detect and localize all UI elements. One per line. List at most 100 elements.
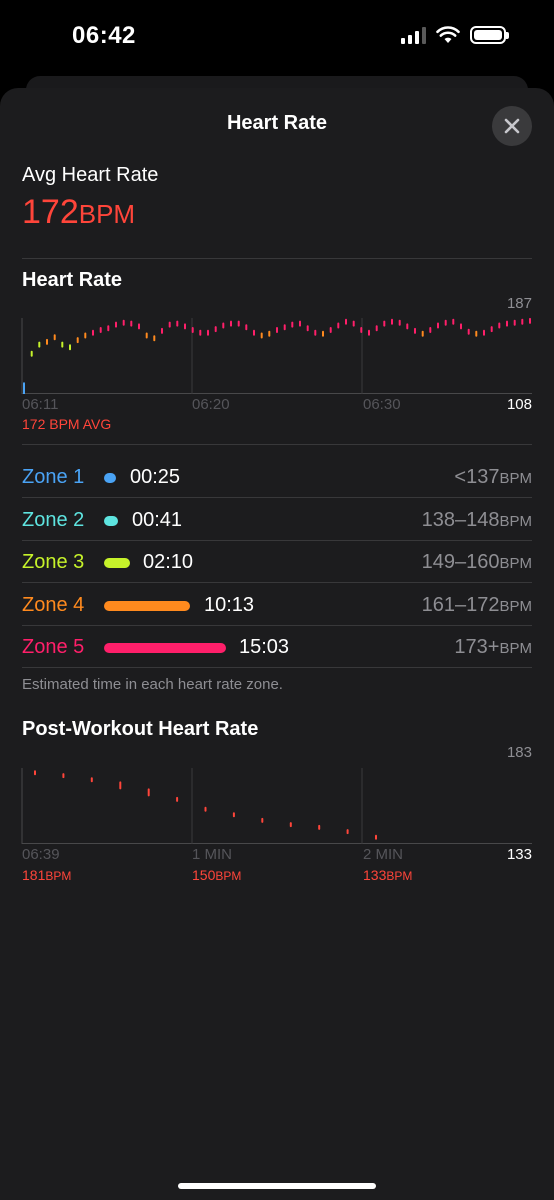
divider <box>22 444 532 445</box>
hr-x-label-2: 06:30 <box>363 396 401 413</box>
hr-data-point <box>230 320 232 327</box>
zone-name: Zone 1 <box>22 466 85 488</box>
hr-data-point <box>345 318 347 325</box>
zone-range: 161–172BPM <box>422 594 532 617</box>
close-icon <box>504 118 520 134</box>
hr-data-point <box>352 320 355 327</box>
pw-data-point <box>318 824 321 830</box>
zone-time: 15:03 <box>239 636 290 658</box>
pw-reading-0: 181BPM <box>22 867 71 883</box>
hr-data-point <box>490 326 493 333</box>
pw-data-point <box>346 829 349 835</box>
zone-range-value: 161–172 <box>421 594 500 616</box>
hr-data-point <box>506 320 508 327</box>
zone-name: Zone 2 <box>22 509 85 531</box>
battery-icon <box>470 26 509 44</box>
zone-range-value: 138–148 <box>421 509 500 531</box>
zone-row-2[interactable]: Zone 2 00:41 138–148BPM <box>22 499 532 541</box>
hr-data-point <box>268 330 271 337</box>
hr-data-point <box>276 327 278 333</box>
hr-data-point <box>115 321 117 328</box>
divider <box>22 258 532 259</box>
hr-data-point <box>337 322 340 329</box>
zone-row-3[interactable]: Zone 3 02:10 149–160BPM <box>22 541 532 583</box>
hr-data-point <box>145 332 148 339</box>
zone-time: 02:10 <box>143 551 194 573</box>
pw-reading-unit: BPM <box>215 869 242 883</box>
pw-data-point <box>375 834 377 840</box>
zone-bar <box>104 601 190 611</box>
hr-x-label-0: 06:11 <box>22 396 59 413</box>
hr-avg-label: 172 BPM AVG <box>22 416 112 432</box>
pw-data-point <box>204 806 207 812</box>
close-button[interactable] <box>492 106 532 146</box>
hr-data-point <box>398 319 401 326</box>
pw-reading-unit: BPM <box>45 869 72 883</box>
zone-bar <box>104 516 118 526</box>
hr-data-point <box>260 332 263 339</box>
hr-data-point <box>130 320 133 327</box>
home-indicator[interactable] <box>178 1183 376 1189</box>
zone-row-5[interactable]: Zone 5 15:03 173+BPM <box>22 626 532 668</box>
zone-name: Zone 5 <box>22 636 85 658</box>
pw-reading-2: 133BPM <box>363 867 412 883</box>
hr-data-point <box>414 327 416 334</box>
zone-bar <box>104 558 130 568</box>
pw-y-min-label: 133 <box>506 846 532 863</box>
hr-data-point <box>46 338 48 345</box>
sheet <box>0 88 554 1200</box>
status-time: 06:42 <box>72 22 136 49</box>
hr-data-point <box>306 325 309 332</box>
hr-data-point <box>322 330 324 337</box>
hr-y-min-label: 108 <box>506 396 532 413</box>
hr-data-point <box>199 329 202 336</box>
hr-data-point <box>521 318 524 325</box>
zone-time: 00:41 <box>132 509 183 531</box>
heart-rate-chart <box>21 317 532 394</box>
avg-value-unit: BPM <box>78 199 136 229</box>
zone-bar <box>104 643 226 653</box>
zone-range-unit: BPM <box>499 640 532 657</box>
hr-data-point <box>483 329 485 336</box>
zone-range: 138–148BPM <box>422 509 532 532</box>
hr-data-point <box>368 329 370 336</box>
post-workout-chart <box>21 768 532 844</box>
hr-data-point <box>122 319 125 326</box>
pw-reading-value: 181 <box>22 867 46 883</box>
zone-row-4[interactable]: Zone 4 10:13 161–172BPM <box>22 584 532 626</box>
hr-data-point <box>498 322 501 329</box>
pw-data-point <box>34 770 36 776</box>
wifi-icon <box>436 26 460 43</box>
hr-data-point <box>475 330 478 337</box>
hr-data-point <box>53 334 56 341</box>
divider <box>22 540 532 541</box>
avg-heart-rate-label: Avg Heart Rate <box>22 164 159 186</box>
status-bar: 06:42 <box>0 0 554 76</box>
sheet-title: Heart Rate <box>226 112 328 134</box>
hr-data-point <box>184 323 186 330</box>
hr-data-point <box>460 323 462 330</box>
zone-range-unit: BPM <box>499 470 532 487</box>
hr-data-point <box>214 326 217 333</box>
pw-data-point <box>62 773 65 779</box>
zone-row-1[interactable]: Zone 1 00:25 <137BPM <box>22 456 532 498</box>
zone-range: <137BPM <box>454 466 532 489</box>
hr-data-point <box>30 350 33 357</box>
hr-data-point <box>92 329 94 336</box>
pw-data-point <box>232 812 235 818</box>
hr-data-point <box>161 327 163 334</box>
hr-data-point <box>513 319 516 326</box>
hr-data-point <box>61 341 64 348</box>
pw-data-point <box>261 817 264 823</box>
cellular-signal-icon <box>401 26 426 44</box>
zone-bar <box>104 473 116 483</box>
hr-data-point <box>291 321 294 328</box>
hr-data-point <box>38 341 41 348</box>
pw-x-label-0: 06:39 <box>22 846 60 863</box>
zone-name: Zone 4 <box>22 594 85 616</box>
hr-data-point <box>444 319 447 326</box>
avg-value-number: 172 <box>22 193 79 231</box>
zone-range-unit: BPM <box>499 598 532 615</box>
divider <box>22 667 532 668</box>
hr-data-point <box>429 327 432 333</box>
